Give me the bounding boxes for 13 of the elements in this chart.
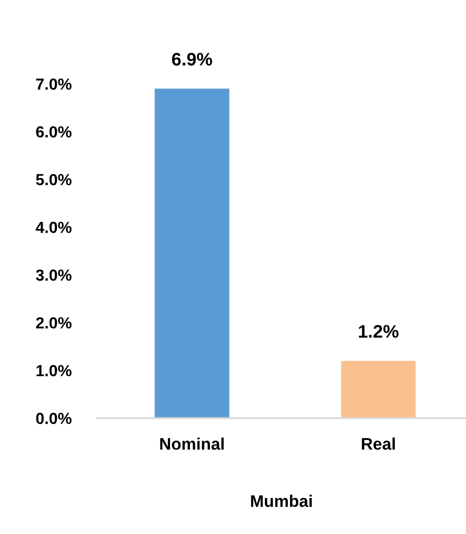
data-label: 6.9% — [172, 52, 212, 66]
y-tick-label: 3.0% — [36, 269, 72, 281]
y-tick-label: 2.0% — [36, 317, 72, 329]
y-tick-label: 6.0% — [36, 126, 72, 138]
y-tick-label: 0.0% — [36, 412, 72, 424]
y-tick-label: 1.0% — [36, 365, 72, 376]
y-tick-label: 5.0% — [36, 174, 72, 186]
x-tick-label: Nominal — [160, 438, 224, 450]
x-axis-title: Mumbai — [251, 494, 312, 508]
x-tick-label: Real — [362, 438, 395, 450]
y-tick-label: 4.0% — [36, 222, 72, 234]
data-label: 1.2% — [358, 325, 398, 338]
y-tick-label: 7.0% — [36, 78, 72, 90]
